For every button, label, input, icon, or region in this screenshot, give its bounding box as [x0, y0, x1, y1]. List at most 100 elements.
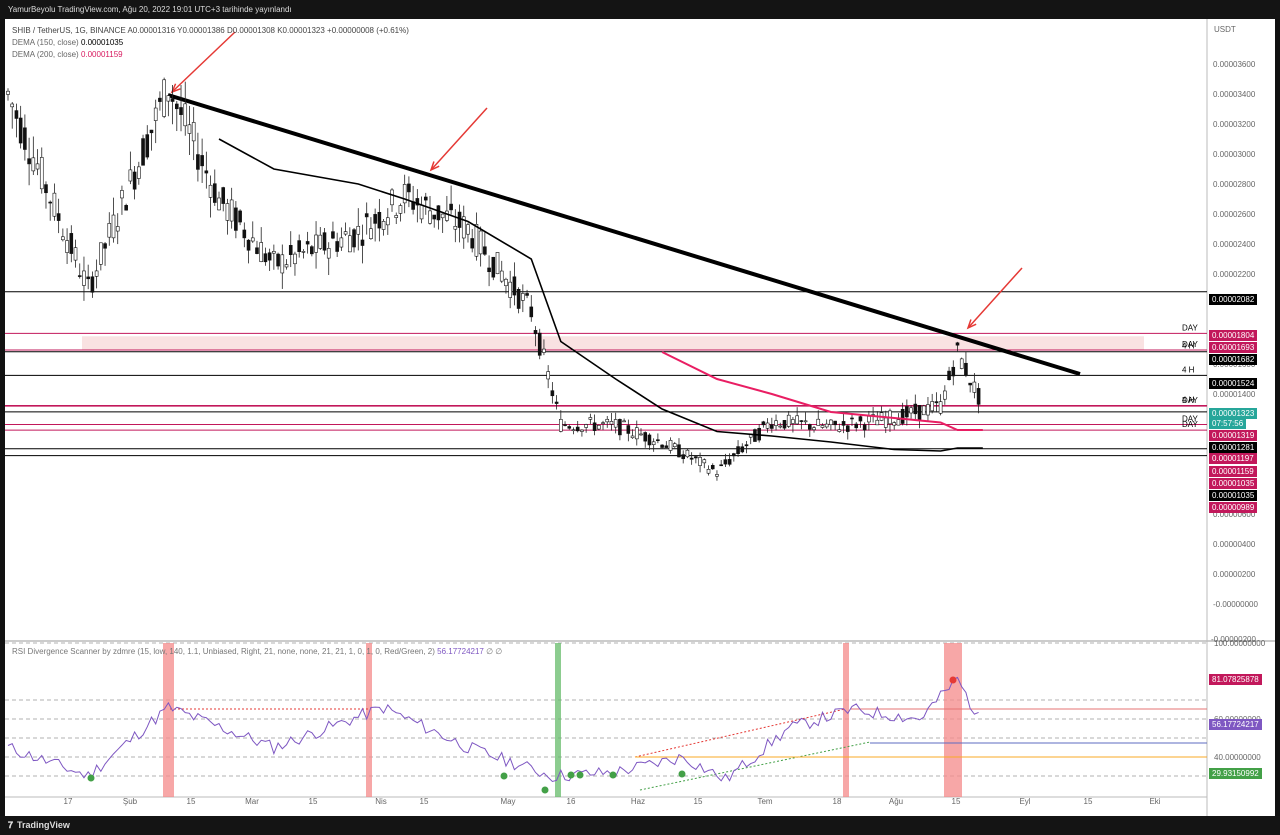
- candle-body: [65, 240, 69, 253]
- candle-body: [478, 230, 483, 255]
- candle-body: [322, 232, 327, 251]
- rsi-legend: RSI Divergence Scanner by zdmre (15, low…: [12, 647, 502, 656]
- candle-body: [786, 414, 791, 427]
- candle-body: [310, 246, 314, 255]
- candle-body: [491, 256, 496, 278]
- level-tf-label-8: DAY: [1182, 414, 1199, 423]
- price-tag-0: 0.00002082: [1209, 294, 1258, 305]
- candle-body: [761, 421, 766, 426]
- time-tick-1: Şub: [123, 797, 138, 806]
- candle-body: [234, 207, 238, 231]
- candle-body: [326, 248, 331, 259]
- candle-body: [436, 205, 441, 221]
- dema200-value: 0.00001159: [80, 50, 123, 59]
- candle-body: [542, 348, 546, 353]
- rsi-signal-bar-3: [843, 643, 849, 797]
- candle-body: [938, 401, 943, 414]
- candlesticks: [6, 77, 981, 481]
- candle-body: [736, 446, 740, 455]
- price-tag-11: 0.00001035: [1209, 478, 1258, 489]
- candle-body: [596, 425, 601, 430]
- candle-body: [111, 214, 116, 239]
- candle-body: [18, 117, 23, 144]
- candle-body: [221, 187, 226, 204]
- rsi-bull-divergence: [639, 741, 871, 791]
- candle-body: [120, 190, 124, 199]
- candle-body: [854, 423, 859, 429]
- price-tag-7: 0.00001319: [1209, 430, 1258, 441]
- candle-body: [660, 444, 664, 448]
- rsi-value-tag-2: 29.93150992: [1209, 768, 1262, 779]
- candle-body: [592, 422, 597, 431]
- candle-body: [550, 390, 555, 397]
- candle-body: [196, 154, 200, 170]
- candle-body: [964, 362, 968, 376]
- chart-frame[interactable]: [5, 19, 1275, 816]
- candle-body: [765, 422, 770, 429]
- candle-body: [352, 229, 356, 248]
- chart-legend: SHIB / TetherUS, 1G, BINANCE A0.00001316…: [12, 25, 409, 61]
- candle-body: [82, 270, 86, 286]
- candle-body: [272, 251, 276, 254]
- candle-body: [504, 278, 508, 287]
- price-tick-9: 0.00001400: [1213, 390, 1256, 399]
- candle-body: [124, 205, 128, 211]
- candle-body: [639, 433, 643, 436]
- candle-body: [668, 440, 673, 451]
- candle-body: [554, 401, 559, 404]
- candle-body: [23, 127, 27, 150]
- time-tick-8: 16: [567, 797, 576, 806]
- candle-body: [816, 418, 821, 426]
- annotation-arrowhead-0: [170, 83, 181, 94]
- dema200-label[interactable]: DEMA (200, close): [12, 50, 79, 59]
- footer-brand[interactable]: TradingView: [17, 820, 70, 830]
- candle-body: [90, 276, 95, 293]
- candle-body: [175, 103, 179, 110]
- time-tick-17: Eki: [1149, 797, 1160, 806]
- candle-body: [191, 122, 196, 142]
- candle-body: [829, 419, 833, 426]
- descending-trendline: [167, 93, 1081, 376]
- price-tick-12: 0.00000400: [1213, 540, 1256, 549]
- candle-body: [664, 445, 669, 448]
- candle-body: [48, 201, 53, 204]
- candle-body: [618, 419, 622, 436]
- candle-body: [31, 157, 36, 172]
- candle-body: [432, 214, 437, 220]
- candle-body: [280, 254, 285, 274]
- time-tick-16: 15: [1084, 797, 1093, 806]
- tradingview-logo-icon[interactable]: 𝟕: [8, 820, 14, 830]
- candle-body: [812, 427, 816, 431]
- dema150-label[interactable]: DEMA (150, close): [12, 38, 79, 47]
- candle-body: [128, 169, 133, 182]
- candle-body: [575, 426, 580, 432]
- candle-body: [141, 138, 145, 166]
- rsi-indicator-label[interactable]: RSI Divergence Scanner by zdmre (15, low…: [12, 647, 435, 656]
- candle-body: [584, 424, 588, 428]
- candle-body: [166, 95, 171, 102]
- annotation-arrow-0: [171, 31, 236, 93]
- price-tag-13: 0.00000989: [1209, 502, 1258, 513]
- candle-body: [61, 236, 65, 241]
- symbol-label[interactable]: SHIB / TetherUS, 1G, BINANCE: [12, 26, 126, 35]
- candle-body: [487, 267, 491, 273]
- candle-body: [394, 215, 399, 218]
- candle-body: [580, 429, 584, 432]
- candle-body: [883, 417, 888, 428]
- candle-body: [803, 420, 808, 423]
- candle-body: [951, 366, 956, 377]
- price-tag-8: 0.00001281: [1209, 442, 1258, 453]
- candle-body: [461, 216, 466, 239]
- rsi-signal-bar-1: [366, 643, 372, 797]
- candle-body: [546, 371, 550, 380]
- candle-body: [52, 192, 57, 217]
- time-tick-14: 15: [952, 797, 961, 806]
- candle-body: [875, 419, 880, 426]
- rsi-bull-signal-dot-4: [576, 771, 584, 779]
- candle-body: [499, 270, 504, 282]
- candle-body: [187, 124, 192, 134]
- rsi-tick-0: 100.00000000: [1214, 639, 1266, 648]
- candle-body: [947, 370, 951, 381]
- candle-body: [343, 231, 348, 235]
